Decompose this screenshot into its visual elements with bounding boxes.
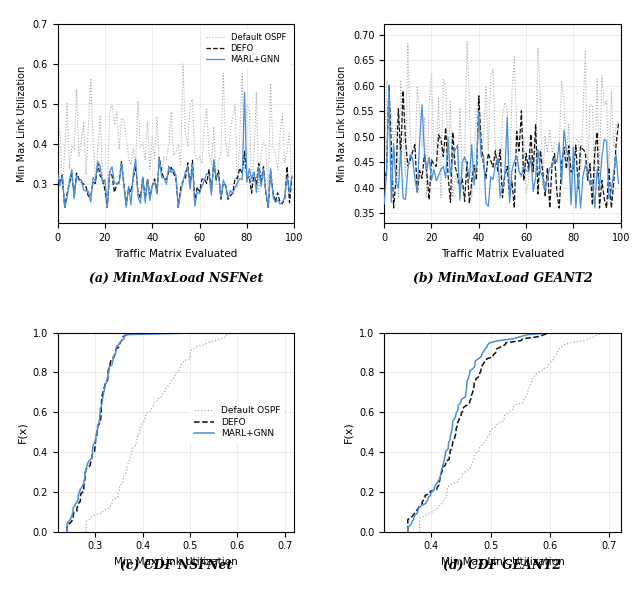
X-axis label: Min Max Link Utilization: Min Max Link Utilization	[114, 557, 238, 567]
MARL+GNN	[111, 180, 118, 187]
MARL+GNN	[241, 89, 248, 96]
Default OSPF	[179, 60, 187, 68]
DEFO	[116, 339, 124, 346]
DEFO	[54, 169, 61, 177]
Default OSPF	[274, 166, 282, 174]
Line: DEFO: DEFO	[58, 152, 292, 207]
MARL+GNN	[96, 409, 104, 417]
MARL+GNN	[61, 203, 68, 211]
Line: MARL+GNN: MARL+GNN	[67, 333, 204, 532]
DEFO	[61, 203, 68, 211]
Line: Default OSPF: Default OSPF	[86, 333, 237, 532]
Default OSPF	[54, 116, 61, 123]
DEFO	[93, 425, 101, 433]
DEFO	[111, 189, 118, 196]
Line: MARL+GNN: MARL+GNN	[58, 92, 292, 207]
Default OSPF	[143, 409, 150, 417]
MARL+GNN	[274, 197, 282, 204]
MARL+GNN	[101, 176, 109, 183]
Default OSPF	[198, 160, 206, 167]
DEFO	[196, 188, 204, 196]
Default OSPF	[177, 161, 184, 168]
DEFO	[281, 196, 289, 203]
Y-axis label: Min Max Link Utilization: Min Max Link Utilization	[17, 66, 27, 182]
Default OSPF	[281, 159, 289, 167]
DEFO	[129, 329, 137, 337]
MARL+GNN	[177, 189, 184, 196]
X-axis label: Traffic Matrix Evaluated: Traffic Matrix Evaluated	[115, 249, 237, 258]
X-axis label: Traffic Matrix Evaluated: Traffic Matrix Evaluated	[441, 249, 564, 258]
Default OSPF	[190, 345, 198, 353]
DEFO	[77, 490, 85, 497]
Text: (d) CDF GEANT2: (d) CDF GEANT2	[444, 558, 562, 572]
DEFO	[80, 481, 88, 489]
DEFO	[63, 528, 71, 535]
MARL+GNN	[281, 193, 289, 200]
MARL+GNN	[93, 425, 101, 433]
MARL+GNN	[200, 329, 208, 337]
Text: (a) MinMaxLoad NSFNet: (a) MinMaxLoad NSFNet	[89, 271, 263, 285]
Default OSPF	[234, 329, 241, 337]
MARL+GNN	[79, 481, 86, 489]
Default OSPF	[136, 425, 144, 433]
DEFO	[101, 186, 109, 194]
Default OSPF	[116, 481, 124, 489]
Default OSPF	[288, 188, 296, 195]
Text: (b) MinMaxLoad GEANT2: (b) MinMaxLoad GEANT2	[413, 271, 593, 285]
DEFO	[177, 185, 184, 192]
Y-axis label: Min Max Link Utilization: Min Max Link Utilization	[337, 66, 348, 182]
X-axis label: Min Max Link Utilization: Min Max Link Utilization	[440, 557, 564, 567]
Default OSPF	[82, 528, 90, 535]
Default OSPF	[101, 188, 109, 195]
MARL+GNN	[116, 339, 124, 346]
Default OSPF	[115, 490, 122, 497]
Y-axis label: F(x): F(x)	[344, 421, 353, 443]
Y-axis label: F(x): F(x)	[17, 421, 27, 443]
Default OSPF	[204, 339, 211, 346]
MARL+GNN	[196, 190, 204, 197]
DEFO	[241, 148, 248, 155]
Line: DEFO: DEFO	[67, 333, 133, 532]
MARL+GNN	[112, 345, 120, 353]
MARL+GNN	[54, 170, 61, 177]
DEFO	[288, 174, 296, 181]
MARL+GNN	[75, 490, 83, 497]
Default OSPF	[111, 121, 118, 128]
DEFO	[113, 345, 120, 353]
MARL+GNN	[63, 528, 71, 535]
DEFO	[274, 189, 282, 197]
MARL+GNN	[288, 172, 296, 180]
Default OSPF	[99, 174, 106, 181]
Line: Default OSPF: Default OSPF	[58, 64, 292, 191]
Text: (c) CDF NSFNet: (c) CDF NSFNet	[120, 558, 232, 572]
DEFO	[97, 409, 105, 417]
Legend: Default OSPF, DEFO, MARL+GNN: Default OSPF, DEFO, MARL+GNN	[202, 29, 290, 68]
Legend: Default OSPF, DEFO, MARL+GNN: Default OSPF, DEFO, MARL+GNN	[189, 401, 285, 443]
